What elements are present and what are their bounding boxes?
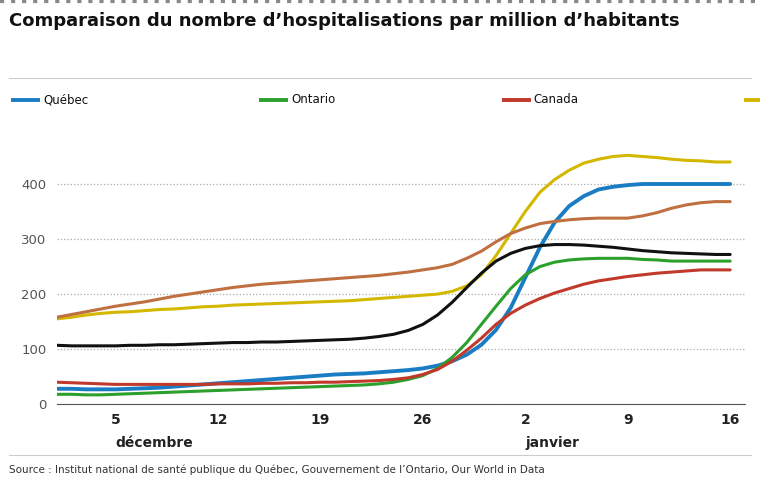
Text: Comparaison du nombre d’hospitalisations par million d’habitants: Comparaison du nombre d’hospitalisations… — [9, 12, 679, 30]
Text: décembre: décembre — [116, 436, 193, 450]
Text: Ontario: Ontario — [291, 94, 335, 106]
Text: Source : Institut national de santé publique du Québec, Gouvernement de l’Ontari: Source : Institut national de santé publ… — [9, 464, 545, 475]
Text: janvier: janvier — [525, 436, 579, 450]
Text: Canada: Canada — [534, 94, 579, 106]
Text: Québec: Québec — [43, 94, 88, 106]
